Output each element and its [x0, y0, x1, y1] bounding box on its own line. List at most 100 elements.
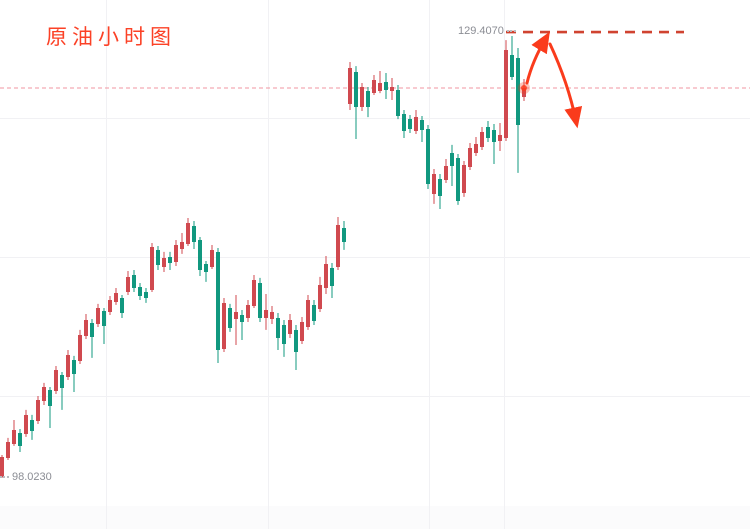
candle-body: [144, 291, 148, 298]
candle-body: [114, 292, 118, 302]
candle: [504, 40, 508, 141]
candle-body: [336, 224, 340, 267]
candle-body: [468, 147, 472, 167]
candle: [450, 144, 454, 186]
candle-body: [276, 317, 280, 339]
candle-body: [378, 82, 382, 91]
candle-body: [306, 299, 310, 327]
candle: [426, 125, 430, 189]
candle: [162, 251, 166, 272]
candle-body: [282, 324, 286, 344]
candle-body: [210, 249, 214, 267]
candle: [192, 220, 196, 249]
candle: [390, 78, 394, 101]
candle: [468, 142, 472, 170]
candle: [438, 174, 442, 210]
candle: [378, 71, 382, 94]
candle: [66, 349, 70, 380]
candle: [384, 73, 388, 100]
candle: [198, 237, 202, 276]
candle-body: [414, 117, 418, 132]
candle-body: [102, 311, 106, 326]
dotted-leader-icon: [0, 476, 9, 478]
candle: [54, 366, 58, 395]
candle: [372, 75, 376, 96]
candle-body: [516, 57, 520, 126]
candle-body: [156, 249, 160, 265]
candle: [492, 124, 496, 164]
candle: [180, 233, 184, 254]
candle-body: [234, 312, 238, 319]
candle: [222, 297, 226, 352]
candle: [186, 217, 190, 246]
candle: [132, 269, 136, 292]
candle: [78, 329, 82, 365]
candle-body: [366, 90, 370, 107]
candle: [42, 382, 46, 405]
candle: [306, 294, 310, 330]
candle-body: [90, 322, 94, 338]
candle: [516, 48, 520, 173]
time-axis-strip: [0, 506, 750, 529]
candle-body: [42, 387, 46, 401]
candle-body: [246, 304, 250, 318]
candle: [462, 160, 466, 197]
candle: [72, 355, 76, 393]
candle-body: [84, 319, 88, 337]
candle-body: [108, 299, 112, 313]
candle: [324, 256, 328, 294]
candle-body: [240, 315, 244, 322]
candle-body: [324, 264, 328, 289]
candle-body: [18, 432, 22, 446]
candle-body: [126, 276, 130, 292]
candle-body: [60, 374, 64, 389]
candle-body: [186, 222, 190, 244]
candle: [354, 66, 358, 139]
candle: [234, 294, 238, 345]
candle: [270, 306, 274, 324]
candle: [300, 317, 304, 344]
candle: [330, 263, 334, 298]
candle-body: [354, 72, 358, 107]
candle: [342, 220, 346, 250]
candle-body: [66, 354, 70, 377]
candle: [150, 242, 154, 292]
candle: [474, 136, 478, 157]
candle: [396, 84, 400, 120]
candle: [138, 283, 142, 300]
candle: [216, 247, 220, 364]
candle-body: [198, 239, 202, 270]
candle-body: [462, 164, 466, 193]
candle: [318, 276, 322, 313]
candle: [288, 314, 292, 339]
candle: [48, 387, 52, 428]
candle-body: [384, 81, 388, 90]
candle-body: [402, 113, 406, 132]
candle: [18, 428, 22, 452]
candle: [0, 454, 4, 478]
candle: [360, 82, 364, 111]
candle-body: [162, 258, 166, 267]
candle-body: [438, 179, 442, 196]
candle-body: [6, 441, 10, 458]
candle: [402, 109, 406, 138]
candle: [60, 371, 64, 410]
candle: [444, 158, 448, 184]
candles: [0, 35, 526, 478]
candle: [420, 115, 424, 142]
candle: [486, 121, 490, 142]
candle-body: [288, 319, 292, 334]
candle: [156, 245, 160, 270]
candle: [90, 318, 94, 358]
candle-body: [0, 456, 4, 477]
candle-body: [252, 279, 256, 307]
candle-body: [270, 312, 274, 319]
candle: [36, 396, 40, 424]
candle-body: [48, 390, 52, 406]
candle: [498, 123, 502, 152]
candle: [30, 414, 34, 440]
up-arrow: [525, 31, 550, 85]
candle-body: [492, 130, 496, 142]
